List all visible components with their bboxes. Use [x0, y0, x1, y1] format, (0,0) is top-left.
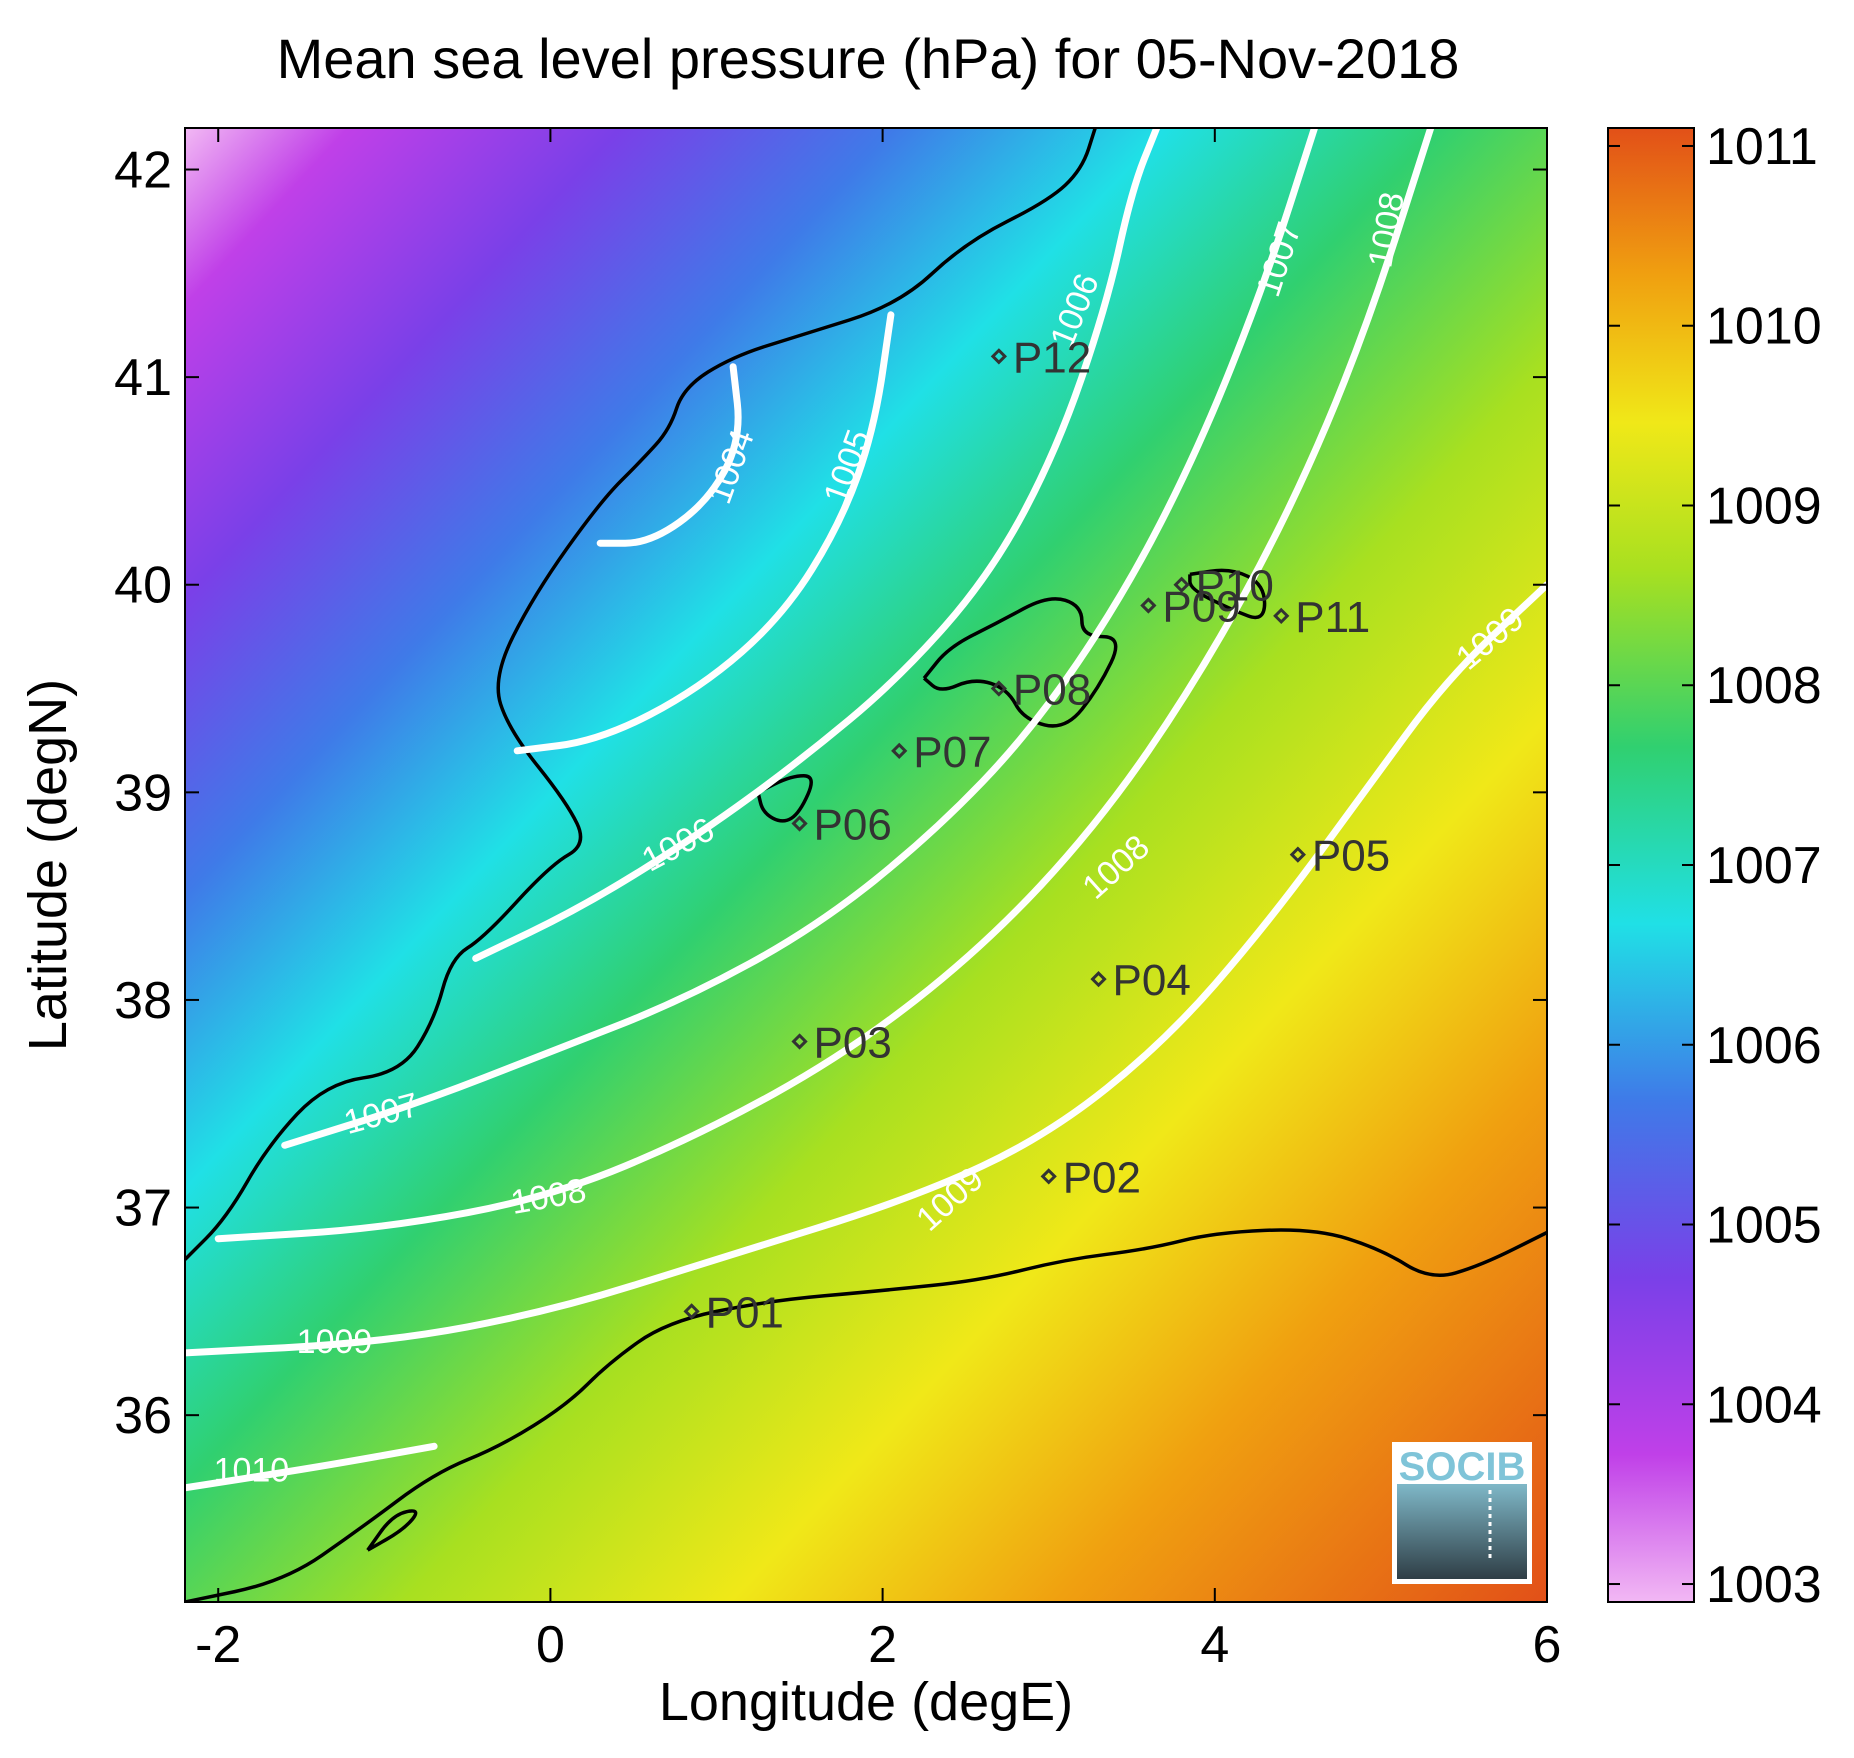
- y-tick-label: 40: [114, 557, 172, 615]
- logo-text: SOCIB: [1399, 1445, 1526, 1489]
- y-tick-label: 36: [114, 1387, 172, 1445]
- station-marker: [791, 1033, 808, 1050]
- x-axis: -2 0 2 4 6: [195, 128, 1561, 1674]
- station-marker: [891, 742, 908, 759]
- station-label: P08: [1013, 666, 1091, 715]
- x-tick-label: -2: [195, 1616, 241, 1674]
- y-axis-label: Latitude (degN): [18, 679, 78, 1051]
- coastline-2: [922, 597, 1118, 728]
- colorbar-tick-label: 1011: [1706, 118, 1818, 176]
- coastline-1: [185, 1228, 1547, 1602]
- coastline-0: [185, 128, 1097, 1261]
- station-label: P12: [1013, 333, 1091, 382]
- station-marker: [1173, 576, 1190, 593]
- isobar-1006: [472, 128, 1161, 962]
- station-P03: P03: [791, 1018, 892, 1067]
- isobar-1009: [185, 581, 1547, 1357]
- pressure-field: [185, 128, 1547, 1602]
- x-tick-label: 6: [1533, 1616, 1562, 1674]
- isobar-1004: [596, 363, 742, 547]
- station-P01: P01: [683, 1288, 784, 1337]
- colorbar-tick-label: 1006: [1706, 1017, 1822, 1075]
- station-label: P09: [1162, 582, 1240, 631]
- isobar-label-9: 1009: [297, 1323, 373, 1361]
- station-P06: P06: [791, 800, 892, 849]
- isobars: [185, 128, 1547, 1492]
- coastline-5: [366, 1509, 418, 1552]
- isobar-1008: [214, 128, 1435, 1243]
- y-tick-label: 41: [114, 349, 172, 407]
- colorbar-tick-label: 1005: [1706, 1197, 1822, 1255]
- station-P05: P05: [1289, 832, 1390, 881]
- plot-frame: [184, 127, 1548, 1603]
- y-tick-label: 37: [114, 1180, 172, 1238]
- coastline-3: [1188, 568, 1267, 620]
- station-marker: [990, 680, 1008, 697]
- station-marker: [1040, 1168, 1057, 1185]
- station-marker: [683, 1303, 700, 1320]
- isobar-1010: [185, 1442, 438, 1492]
- station-marker: [1289, 846, 1306, 863]
- station-marker: [990, 348, 1008, 365]
- station-P02: P02: [1040, 1153, 1141, 1202]
- colorbar-tick-label: 1007: [1706, 837, 1822, 895]
- coastlines: [185, 128, 1547, 1602]
- station-label: P11: [1295, 593, 1370, 642]
- colorbar-scale: [1607, 127, 1695, 1603]
- station-P09: P09: [1140, 582, 1241, 631]
- colorbar-tick-label: 1003: [1706, 1556, 1822, 1614]
- y-tick-label: 42: [114, 142, 172, 200]
- station-P10: P10: [1173, 562, 1274, 611]
- isobar-1007: [281, 128, 1318, 1149]
- y-tick-label: 39: [114, 764, 172, 822]
- map-panel: 1004 100510061006100710071008100810081009…: [184, 127, 1548, 1603]
- x-tick-label: 2: [868, 1616, 897, 1674]
- x-tick-label: 0: [536, 1616, 565, 1674]
- colorbar-tick-label: 1004: [1706, 1376, 1822, 1434]
- station-label: P04: [1113, 956, 1191, 1005]
- station-marker: [1273, 607, 1290, 624]
- station-P07: P07: [891, 728, 992, 777]
- colorbar-ticks: 1003 1004 1005 1006 1007 1008 1009 1010 1011: [1608, 118, 1822, 1614]
- station-label: P10: [1196, 562, 1274, 611]
- isobar-label-12: 1010: [214, 1452, 290, 1490]
- station-P12: P12: [990, 333, 1091, 382]
- coastline-4: [756, 773, 813, 823]
- station-marker: [1090, 971, 1107, 988]
- chart-title: Mean sea level pressure (hPa) for 05-Nov…: [277, 27, 1460, 90]
- station-label: P06: [814, 800, 892, 849]
- station-label: P02: [1063, 1153, 1141, 1202]
- colorbar-tick-label: 1008: [1706, 657, 1822, 715]
- colorbar-tick-label: 1009: [1706, 477, 1822, 535]
- station-label: P03: [814, 1018, 892, 1067]
- station-P08: P08: [990, 666, 1091, 715]
- station-marker: [1140, 597, 1157, 614]
- station-marker: [791, 815, 808, 832]
- x-tick-label: 4: [1200, 1616, 1229, 1674]
- y-tick-label: 38: [114, 972, 172, 1030]
- socib-logo: SOCIB: [1392, 1442, 1532, 1584]
- y-axis: 36 37 38 39 40 41 42: [114, 142, 1547, 1445]
- station-P11: P11: [1273, 593, 1370, 642]
- colorbar-tick-label: 1010: [1706, 298, 1822, 356]
- station-label: P05: [1312, 832, 1390, 881]
- station-label: P07: [913, 728, 991, 777]
- isobar-1005: [513, 311, 895, 755]
- x-axis-label: Longitude (degE): [659, 1672, 1073, 1732]
- station-label: P01: [706, 1288, 784, 1337]
- colorbar: 1003 1004 1005 1006 1007 1008 1009 1010 1011: [1607, 118, 1822, 1614]
- station-P04: P04: [1090, 956, 1191, 1005]
